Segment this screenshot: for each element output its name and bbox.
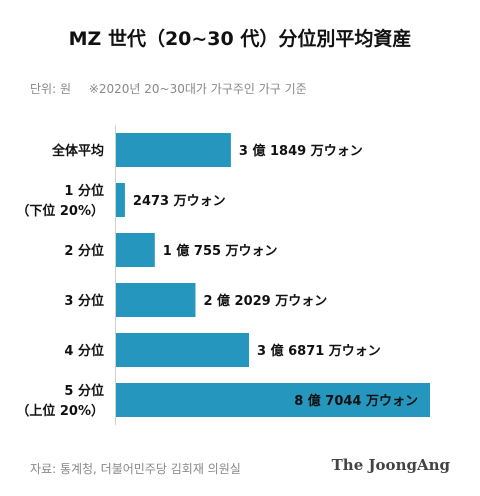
category-label-1: 全体平均 — [51, 143, 104, 159]
category-label-2-line-2: （下位 20%） — [16, 203, 104, 219]
value-label-4: 2 億 2029 万ウォン — [203, 293, 327, 309]
basis-note: ※2020년 20~30대가 가구주인 가구 기준 — [88, 82, 307, 96]
value-label-3: 1 億 755 万ウォン — [163, 243, 278, 259]
category-label-2-line-1: 1 分位 — [64, 183, 104, 199]
brand-logo: The JoongAng — [331, 456, 450, 474]
bar-4 — [116, 283, 196, 317]
bar-baseline — [115, 125, 116, 425]
chart-title: MZ 世代（20~30 代）分位別平均資産 — [68, 28, 412, 50]
value-label-6: 8 億 7044 万ウォン — [294, 393, 418, 409]
value-label-2: 2473 万ウォン — [133, 194, 226, 209]
category-label-5: 4 分位 — [64, 343, 104, 359]
bar-1 — [116, 133, 231, 167]
category-label-6-line-2: （上位 20%） — [16, 403, 104, 419]
bar-6 — [116, 383, 430, 417]
value-label-5: 3 億 6871 万ウォン — [257, 343, 381, 359]
value-label-1: 3 億 1849 万ウォン — [239, 143, 363, 159]
bar-3 — [116, 233, 155, 267]
chart-note: 단위: 원 ※2020년 20~30대가 가구주인 가구 기준 — [30, 80, 321, 97]
source-note: 자료: 통계청, 더불어민주당 김회재 의원실 — [30, 462, 241, 476]
category-label-4: 3 分位 — [64, 293, 104, 309]
bar-5 — [116, 333, 250, 367]
bar-2 — [116, 183, 125, 217]
category-label-3: 2 分位 — [64, 243, 104, 259]
unit-note: 단위: 원 — [30, 82, 71, 96]
category-label-6-line-1: 5 分位 — [64, 383, 104, 399]
